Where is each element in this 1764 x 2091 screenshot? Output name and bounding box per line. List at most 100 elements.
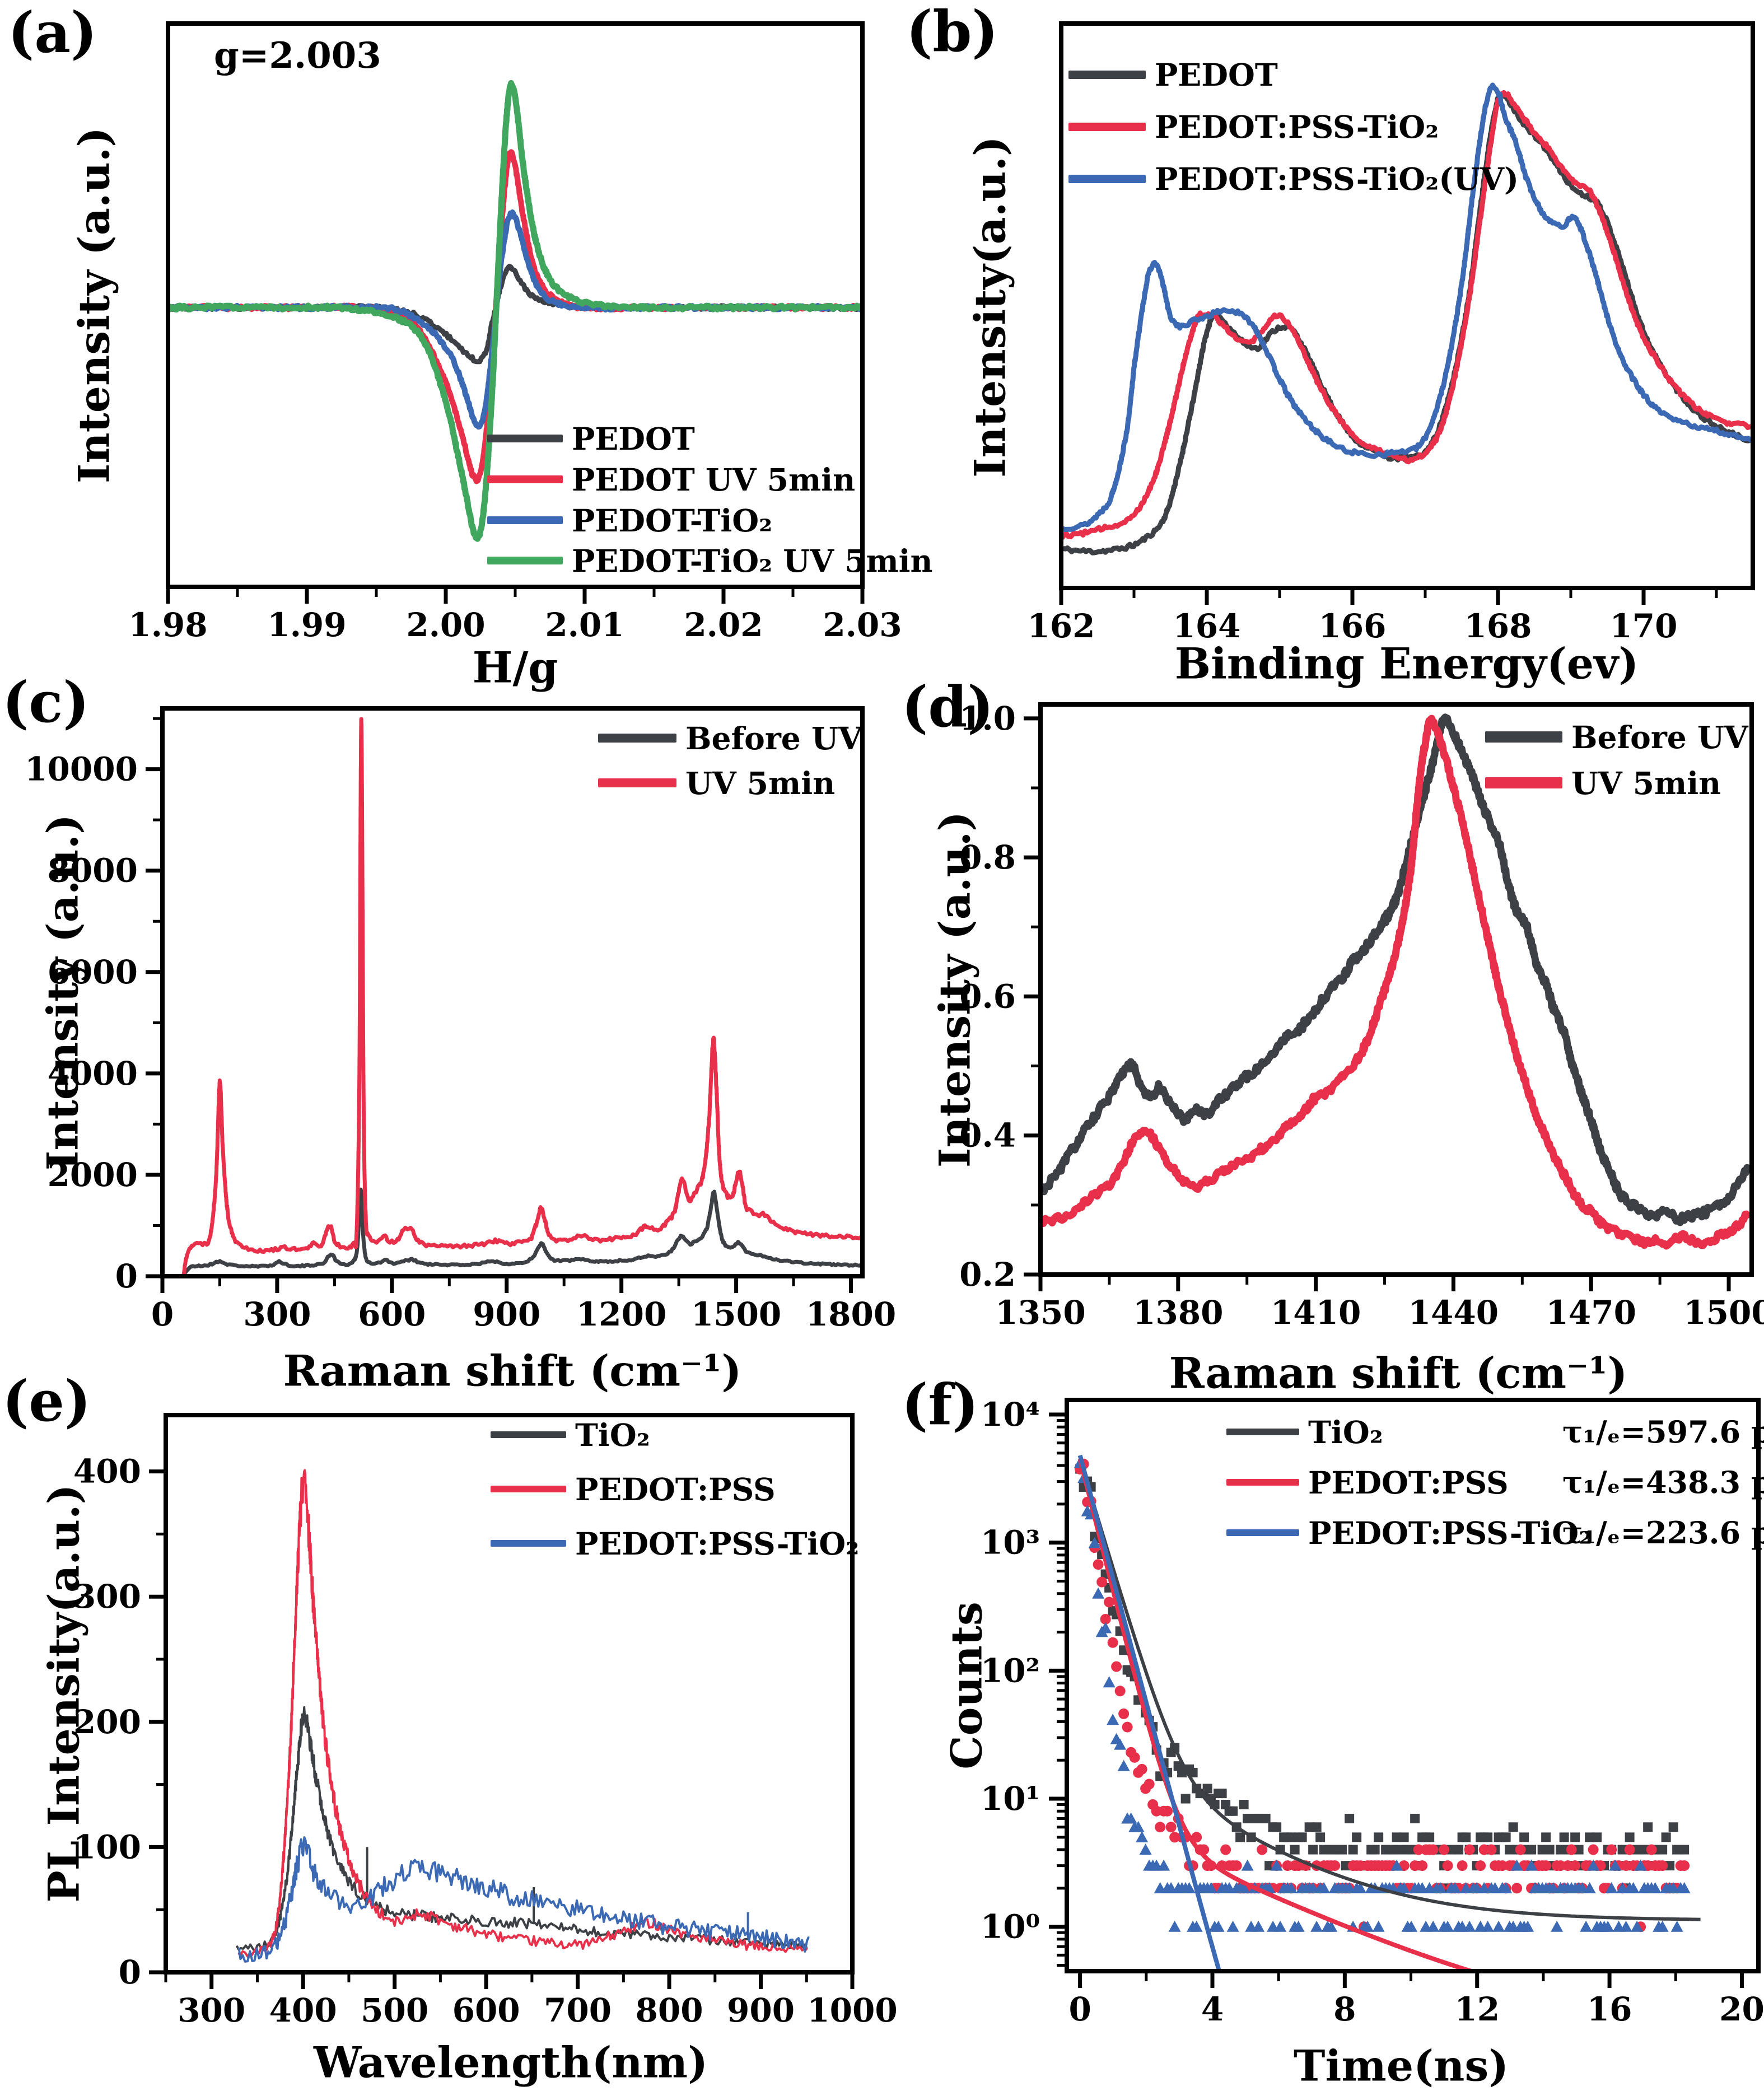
panel-label-b: (b) [906, 0, 998, 64]
legend-entry: UV 5min [1485, 764, 1721, 802]
svg-text:0: 0 [119, 1953, 141, 1991]
svg-text:600: 600 [358, 1295, 426, 1333]
svg-text:0.4: 0.4 [959, 1117, 1016, 1155]
svg-text:2.01: 2.01 [545, 606, 624, 644]
svg-text:164: 164 [1173, 607, 1240, 645]
svg-text:1470: 1470 [1546, 1294, 1636, 1332]
svg-text:12: 12 [1454, 1990, 1500, 2028]
tau-value: τ₁/ₑ=438.3 ps [1562, 1464, 1764, 1500]
svg-text:2.00: 2.00 [406, 606, 485, 644]
svg-text:1000: 1000 [807, 1991, 897, 2029]
svg-text:0: 0 [1068, 1990, 1091, 2028]
svg-text:8000: 8000 [48, 852, 138, 890]
svg-text:0: 0 [115, 1257, 138, 1295]
legend-label: PEDOT:PSS [575, 1471, 776, 1507]
axis-title-d-x: Raman shift (cm⁻¹) [1169, 1348, 1628, 1398]
legend-label: TiO₂ [1308, 1413, 1383, 1450]
legend-swatch [1068, 70, 1146, 79]
svg-text:170: 170 [1609, 607, 1677, 645]
svg-text:0.8: 0.8 [959, 838, 1016, 876]
svg-text:400: 400 [269, 1991, 337, 2029]
svg-text:900: 900 [473, 1295, 540, 1333]
axis-title-b-y: Intensity(a.u.) [965, 136, 1015, 478]
svg-text:1200: 1200 [576, 1295, 666, 1333]
svg-text:0.6: 0.6 [959, 977, 1016, 1015]
legend-label: PEDOT-TiO₂ UV 5min [572, 542, 933, 579]
legend-entry: UV 5min [598, 764, 835, 802]
legend-entry: PEDOT:PSS-TiO₂ [1068, 108, 1439, 146]
legend-swatch [487, 557, 563, 564]
svg-text:1.0: 1.0 [959, 699, 1016, 738]
svg-text:900: 900 [727, 1991, 795, 2029]
svg-text:300: 300 [243, 1295, 311, 1333]
legend-label: TiO₂ [575, 1416, 650, 1453]
tau-value: τ₁/ₑ=223.6 ps [1562, 1515, 1764, 1551]
panel-label-e: (e) [2, 1368, 91, 1434]
legend-swatch [491, 1431, 566, 1438]
svg-text:166: 166 [1318, 607, 1386, 645]
legend-label: Before UV [685, 720, 862, 757]
legend-swatch [487, 435, 563, 442]
legend-label: Before UV [1571, 718, 1748, 755]
svg-text:300: 300 [73, 1577, 141, 1616]
legend-swatch [1485, 777, 1562, 788]
legend-entry: TiO₂ [491, 1416, 650, 1454]
svg-text:1.99: 1.99 [267, 606, 346, 644]
legend-label: PEDOT:PSS-TiO₂ [1155, 108, 1439, 145]
svg-text:10⁰: 10⁰ [981, 1908, 1040, 1946]
legend-swatch [1068, 174, 1146, 183]
svg-text:1350: 1350 [995, 1294, 1085, 1332]
legend-entry: PEDOT:PSS [491, 1470, 776, 1508]
svg-text:1500: 1500 [1683, 1294, 1764, 1332]
legend-entry: PEDOT-TiO₂ [487, 501, 772, 539]
axis-title-d-y: Intensity (a.u.) [930, 811, 980, 1168]
legend-label: PEDOT:PSS-TiO₂(UV) [1155, 160, 1519, 197]
svg-text:20: 20 [1719, 1990, 1764, 2028]
legend-entry: PEDOT:PSS-TiO₂ [491, 1524, 859, 1562]
legend-label: PEDOT-TiO₂ [572, 502, 773, 539]
legend-swatch [1226, 1479, 1299, 1486]
svg-text:8: 8 [1333, 1990, 1356, 2028]
legend-entry: PEDOT UV 5min [487, 460, 855, 498]
legend-label: PEDOT:PSS [1308, 1464, 1509, 1501]
axis-title-c-y: Intensity (a.u.) [38, 814, 88, 1171]
legend-swatch [491, 1486, 566, 1492]
svg-text:1800: 1800 [806, 1295, 896, 1333]
svg-text:10³: 10³ [981, 1524, 1040, 1562]
svg-text:16: 16 [1587, 1990, 1632, 2028]
panel-label-f: (f) [902, 1371, 979, 1437]
svg-text:2.02: 2.02 [684, 606, 763, 644]
axis-title-f-y: Counts [941, 1602, 992, 1770]
legend-entry: Before UV [598, 719, 862, 757]
legend-swatch [1226, 1529, 1299, 1536]
svg-text:1440: 1440 [1408, 1294, 1499, 1332]
legend-entry: PEDOT-TiO₂ UV 5min [487, 542, 933, 580]
legend-label: UV 5min [1571, 764, 1721, 801]
svg-text:2.03: 2.03 [823, 606, 902, 644]
legend-label: PEDOT [572, 420, 695, 457]
svg-text:0.2: 0.2 [959, 1255, 1016, 1294]
svg-text:300: 300 [178, 1991, 245, 2029]
legend-swatch [598, 778, 676, 787]
legend-entry: PEDOT [487, 419, 695, 458]
svg-text:10¹: 10¹ [981, 1780, 1040, 1818]
svg-text:4000: 4000 [48, 1054, 138, 1093]
legend-entry: TiO₂ [1226, 1413, 1383, 1451]
axis-title-f-x: Time(ns) [1293, 2041, 1509, 2091]
panel-label-a: (a) [8, 0, 97, 66]
svg-text:10⁴: 10⁴ [981, 1395, 1040, 1434]
svg-text:6000: 6000 [48, 953, 138, 991]
svg-text:2000: 2000 [48, 1156, 138, 1194]
svg-text:600: 600 [452, 1991, 520, 2029]
legend-entry: PEDOT:PSS-TiO₂ [1226, 1514, 1592, 1552]
legend-label: UV 5min [685, 764, 836, 801]
legend-label: PEDOT:PSS-TiO₂ [575, 1525, 860, 1562]
svg-text:162: 162 [1027, 607, 1095, 645]
tau-value: τ₁/ₑ=597.6 ps [1562, 1414, 1764, 1450]
svg-text:100: 100 [73, 1828, 141, 1866]
svg-text:0: 0 [151, 1295, 174, 1333]
axis-title-e-y: PL Intensity(a.u.) [39, 1484, 89, 1903]
svg-text:700: 700 [544, 1991, 612, 2029]
axis-title-c-x: Raman shift (cm⁻¹) [283, 1346, 742, 1396]
